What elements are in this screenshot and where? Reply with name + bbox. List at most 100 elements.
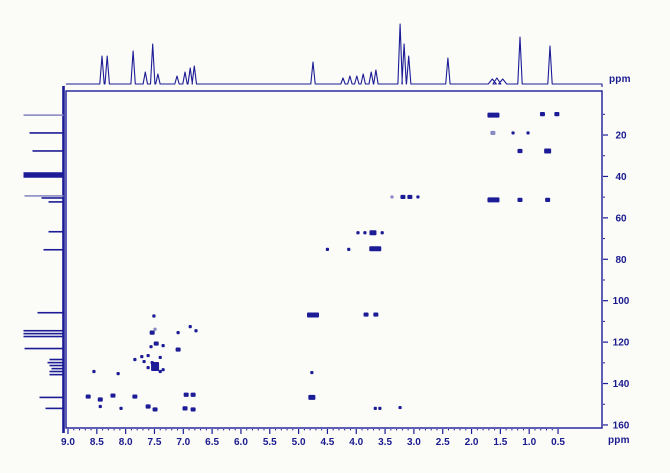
x-tick-label: 8.0: [119, 437, 133, 448]
cross-peak: [158, 355, 162, 360]
x-tick-label: 8.5: [90, 437, 104, 448]
carbon-peak: [48, 230, 64, 233]
cross-peak: [116, 371, 120, 376]
cross-peak: [554, 112, 560, 117]
x-axis-unit-label-top: ppm: [609, 74, 631, 85]
cross-peak: [369, 246, 382, 252]
cross-peak: [544, 148, 552, 154]
cross-peak: [190, 407, 196, 412]
cross-peak: [188, 324, 192, 329]
carbon-peak: [23, 332, 64, 335]
cross-peak: [517, 148, 523, 154]
carbon-peak: [49, 364, 64, 367]
x-tick-label: 9.0: [61, 437, 75, 448]
carbon-peak: [37, 311, 64, 314]
x-tick-label: 0.5: [551, 437, 565, 448]
carbon-peak: [51, 367, 64, 370]
cross-peak: [308, 394, 316, 400]
carbon-peak: [23, 335, 64, 338]
carbon-peak: [23, 114, 64, 116]
carbon-peak: [32, 150, 64, 152]
carbon-peak: [48, 201, 64, 203]
cross-peak: [325, 247, 330, 251]
y-tick-label: 80: [615, 255, 627, 266]
cross-peak: [161, 344, 165, 348]
y-axis-ticks: 20 40 60 80 100 120 140 160: [603, 113, 630, 431]
cross-peak: [153, 341, 159, 346]
cross-peak: [490, 130, 496, 136]
cross-peak: [132, 394, 138, 399]
cross-peak: [194, 329, 198, 333]
cross-peak: [85, 394, 91, 399]
proton-1d-trace: [66, 23, 603, 87]
x-tick-label: 3.0: [407, 437, 421, 448]
carbon-peak: [49, 373, 64, 376]
cross-peak: [390, 195, 394, 199]
x-tick-label: 5.5: [263, 437, 277, 448]
cross-peak: [380, 231, 384, 235]
cross-peak: [363, 312, 369, 317]
y-tick-label: 40: [615, 172, 627, 183]
cross-peak: [97, 397, 103, 402]
carbon-peak: [49, 370, 64, 373]
cross-peak: [183, 392, 189, 397]
cross-peak: [190, 392, 196, 397]
cross-peak: [152, 314, 156, 318]
cross-peak: [151, 362, 160, 372]
cross-peak: [511, 131, 515, 135]
cross-peak: [145, 404, 151, 409]
cross-peak: [140, 355, 144, 359]
cross-peak: [153, 327, 157, 331]
y-tick-label: 160: [613, 420, 630, 431]
y-tick-label: 100: [613, 296, 630, 307]
carbon-peak: [41, 197, 64, 199]
cross-peak: [363, 231, 367, 235]
cross-peak: [175, 347, 181, 352]
cross-peak: [133, 357, 137, 362]
carbon-1d-trace: [23, 86, 65, 433]
y-axis-unit-label-bottom: ppm: [608, 435, 630, 446]
cross-peak: [119, 406, 123, 410]
x-tick-label: 1.0: [522, 437, 536, 448]
cross-peak: [152, 407, 158, 412]
cross-peak: [373, 312, 379, 317]
cross-peaks-layer: [85, 112, 560, 412]
cross-peak: [373, 406, 377, 410]
cross-peak: [310, 370, 314, 375]
carbon-peak: [24, 347, 64, 350]
cross-peak: [92, 369, 96, 374]
x-tick-label: 6.0: [234, 437, 248, 448]
carbon-peak: [43, 248, 64, 251]
cross-peak: [487, 197, 500, 203]
x-tick-label: 2.0: [465, 437, 479, 448]
cross-peak: [142, 359, 146, 364]
carbon-peak: [23, 172, 64, 178]
plot-border: [65, 90, 603, 429]
cross-peak: [149, 330, 155, 335]
x-tick-label: 4.5: [320, 437, 334, 448]
cross-peak: [161, 368, 165, 372]
cross-peak: [110, 393, 116, 398]
cross-peak: [356, 231, 360, 235]
cross-peak: [398, 405, 402, 410]
x-tick-label: 3.5: [378, 437, 392, 448]
y-tick-label: 120: [613, 338, 630, 349]
x-tick-label: 1.5: [493, 437, 507, 448]
carbon-peak: [29, 132, 64, 134]
cross-peak: [149, 345, 153, 349]
cross-peak: [98, 404, 102, 409]
carbon-peak: [23, 329, 64, 332]
cross-peak: [400, 194, 406, 200]
x-tick-label: 2.5: [436, 437, 450, 448]
x-tick-label: 5.0: [292, 437, 306, 448]
cross-peak: [146, 353, 150, 358]
cross-peak: [347, 247, 351, 251]
carbon-peak: [47, 361, 64, 364]
cross-peak: [182, 406, 188, 411]
y-tick-label: 60: [615, 213, 627, 224]
cross-peak: [517, 197, 523, 202]
carbon-peak: [39, 396, 64, 399]
y-tick-label: 140: [613, 379, 630, 390]
cross-peak: [307, 312, 320, 318]
